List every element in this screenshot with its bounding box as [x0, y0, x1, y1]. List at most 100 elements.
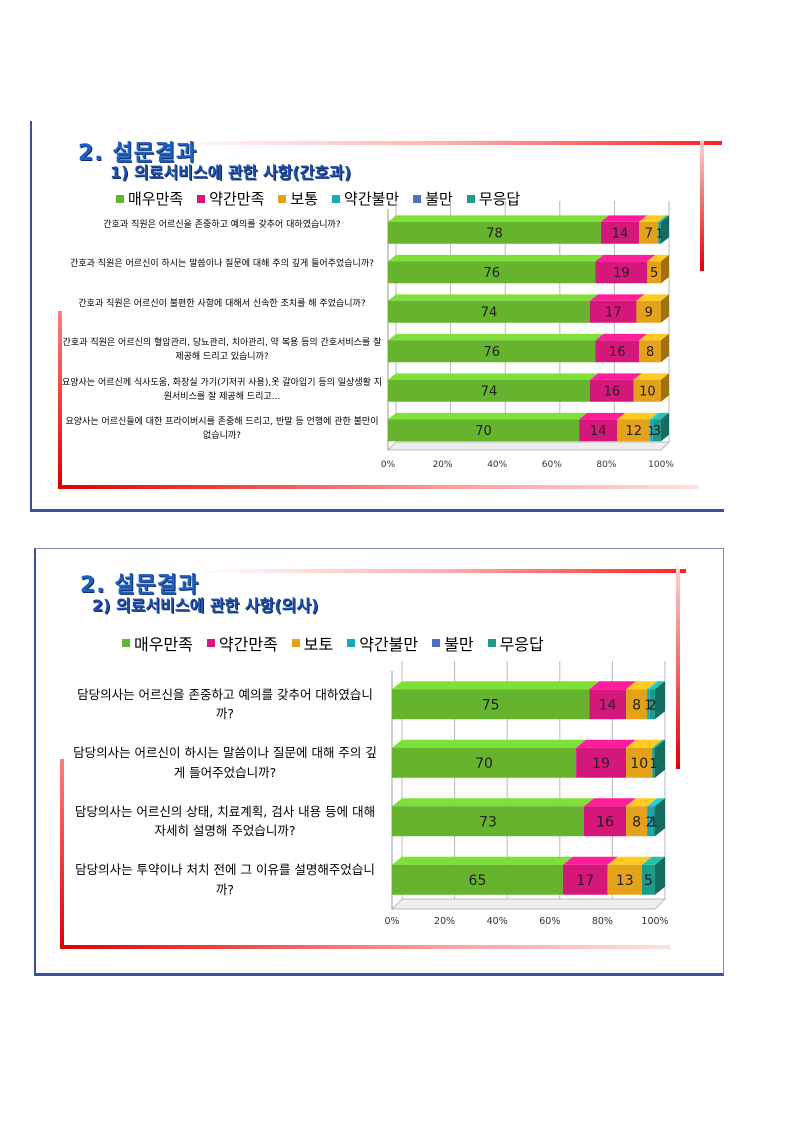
x-tick-label: 100%	[648, 460, 674, 470]
bar-front-face	[388, 221, 601, 244]
data-label: 74	[481, 305, 498, 320]
bar-top-face	[641, 856, 665, 865]
legend-entry: 약간불만	[332, 188, 399, 209]
bar-front-face	[595, 340, 640, 363]
bar-end-face	[655, 739, 665, 778]
bar-segment	[388, 412, 588, 442]
data-label: 19	[613, 266, 630, 281]
legend-label: 무응답	[478, 190, 521, 208]
legend-entry: 무응답	[487, 631, 544, 655]
legend-swatch	[466, 194, 475, 203]
data-label: 17	[605, 305, 622, 320]
bar-front-face	[589, 689, 627, 720]
category-label: 요양사는 어르신들에 대한 프라이버시를 존중해 드리고, 반말 등 언행에 관…	[65, 417, 379, 442]
bar-segment	[583, 798, 637, 837]
bar-top-face	[626, 681, 658, 690]
bar-segment	[388, 333, 604, 363]
bar-top-face	[388, 333, 604, 341]
bar-segment	[388, 373, 599, 402]
legend-label: 무응답	[499, 635, 544, 654]
data-label: 65	[469, 873, 487, 889]
bar-segment	[647, 681, 660, 720]
bar-front-face	[590, 379, 634, 402]
bar-top-face	[647, 254, 669, 262]
subtitle: 1) 의료서비스에 관한 사항(간호과)	[110, 163, 352, 182]
bar-top-face	[392, 798, 594, 807]
legend-swatch	[116, 194, 124, 203]
bar-front-face	[388, 261, 596, 284]
legend-swatch	[413, 194, 422, 203]
panel-frame-top	[76, 569, 686, 573]
bar-front-face	[595, 261, 648, 284]
bar-top-face	[658, 215, 669, 222]
bar-segment	[392, 681, 600, 720]
data-label: 16	[604, 384, 621, 399]
bar-front-face	[562, 864, 608, 895]
category-label: 담당의사는 어르신의 상태, 치료계획, 검사 내용 등에 대해 자세히 설명해…	[74, 803, 376, 839]
bar-segment	[392, 856, 573, 895]
bar-segment	[639, 333, 669, 363]
panel-frame-top	[32, 141, 722, 145]
bar-front-face	[388, 419, 580, 442]
bar-top-face	[649, 681, 665, 690]
data-label: 70	[475, 424, 492, 439]
bar-front-face	[392, 864, 563, 895]
bar-front-face	[636, 300, 661, 323]
x-tick-label: 20%	[433, 460, 453, 470]
bar-end-face	[661, 215, 669, 244]
bar-top-face	[626, 798, 658, 807]
chart-floor	[386, 441, 671, 451]
panel-frame-bottom	[60, 945, 670, 949]
legend-swatch	[122, 639, 130, 647]
bar-top-face	[652, 412, 669, 420]
bar-segment	[388, 254, 604, 284]
bar-top-face	[647, 798, 663, 807]
bar-front-face	[652, 419, 661, 442]
data-label: 10	[639, 384, 656, 399]
bar-top-face	[590, 294, 645, 301]
legend-swatch	[347, 639, 356, 647]
category-label: 요양사는 어르신께 식사도움, 화장실 가기(기저귀 사용),옷 갈아입기 등의…	[62, 377, 383, 402]
bar-front-face	[649, 689, 655, 720]
bar-end-face	[655, 798, 665, 837]
bar-end-face	[655, 681, 665, 720]
category-label: 담당의사는 어르신을 존중하고 예의를 갖추어 대하였습니까?	[77, 686, 373, 722]
bar-end-face	[661, 373, 669, 402]
bar-top-face	[579, 412, 626, 420]
bar-top-face	[392, 739, 587, 748]
bar-front-face	[626, 747, 653, 778]
bar-end-face	[661, 412, 669, 442]
bar-top-face	[639, 333, 669, 341]
bar-front-face	[388, 300, 591, 323]
bar-front-face	[617, 419, 651, 442]
data-label: 1	[644, 698, 652, 713]
bar-segment	[392, 739, 587, 778]
data-label: 70	[475, 756, 493, 772]
bar-segment	[617, 412, 659, 442]
panel-frame-left	[58, 311, 62, 486]
bar-segment	[607, 856, 652, 895]
data-label: 9	[645, 305, 653, 320]
bar-front-face	[583, 806, 627, 837]
bar-segment	[600, 215, 648, 244]
bar-front-face	[658, 221, 661, 244]
x-tick-label: 60%	[542, 460, 562, 470]
bar-top-face	[583, 798, 637, 807]
bar-top-face	[392, 681, 600, 690]
legend-swatch	[332, 194, 341, 203]
data-label: 74	[481, 384, 498, 399]
bar-top-face	[388, 294, 599, 301]
data-label: 8	[646, 345, 654, 360]
bar-segment	[652, 412, 669, 442]
legend-swatch	[291, 639, 300, 647]
panel-frame-bottom	[58, 485, 698, 489]
bar-top-face	[595, 333, 648, 341]
x-tick-label: 20%	[434, 916, 455, 927]
data-label: 1	[650, 757, 658, 772]
data-label: 78	[486, 226, 503, 241]
bar-front-face	[633, 379, 661, 402]
bar-top-face	[617, 412, 659, 420]
bar-segment	[626, 681, 658, 720]
legend-label: 불만	[425, 190, 453, 208]
